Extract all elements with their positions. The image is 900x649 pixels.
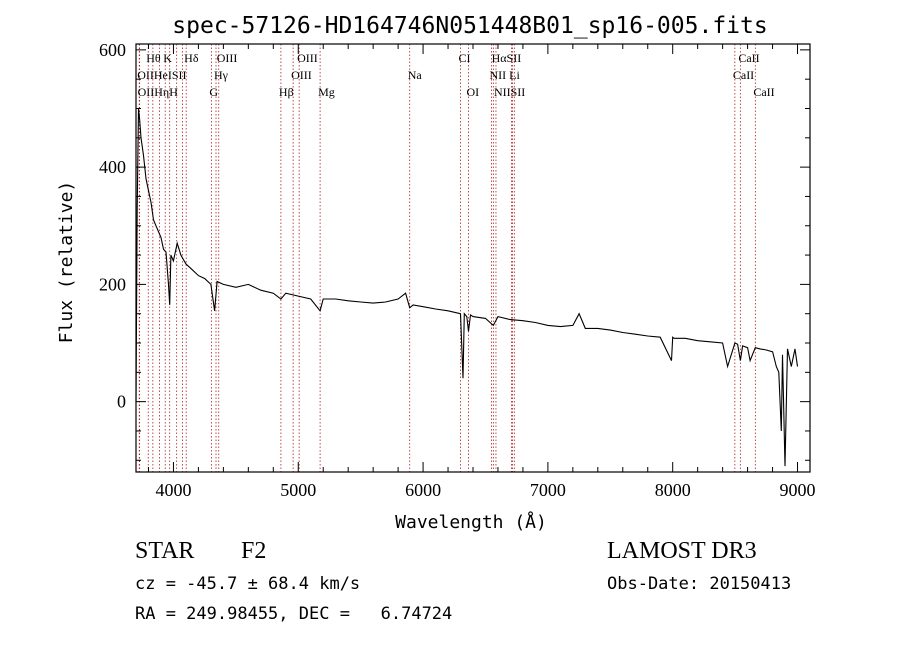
spectral-line-markers xyxy=(138,44,756,472)
y-tick-label: 0 xyxy=(117,392,126,412)
redshift-readout: cz = -45.7 ± 68.4 km/s xyxy=(135,574,361,594)
chart-title: spec-57126-HD164746N051448B01_sp16-005.f… xyxy=(172,13,767,39)
line-label: OIII xyxy=(297,51,318,65)
line-label: CI xyxy=(459,51,471,65)
observation-date: Obs-Date: 20150413 xyxy=(607,574,792,594)
line-label: HαSII xyxy=(492,51,522,65)
object-class: STAR xyxy=(135,538,195,564)
x-tick-label: 9000 xyxy=(780,480,816,500)
line-label: OI xyxy=(467,85,480,99)
line-label: Hγ xyxy=(214,68,229,82)
y-tick-label: 400 xyxy=(99,157,126,177)
y-axis-ticks: 0 200 400 600 xyxy=(99,40,810,461)
line-label: OIII xyxy=(217,51,238,65)
line-label: OIIHeISII xyxy=(137,68,186,82)
line-label: CaII xyxy=(753,85,774,99)
line-label: Hθ xyxy=(146,51,161,65)
line-label: K xyxy=(163,51,172,65)
line-label: OIII xyxy=(291,68,312,82)
x-axis-ticks: 4000 5000 6000 7000 8000 9000 xyxy=(147,44,816,500)
line-label: NIISII xyxy=(494,85,525,99)
survey-label: LAMOST DR3 xyxy=(607,538,757,564)
spectral-line-labels: Hθ K Hδ OIII OIII CI HαSII CaII OIIHeISII Hγ OIII N… xyxy=(137,51,774,99)
coordinates-readout: RA = 249.98455, DEC = 6.74724 xyxy=(135,604,453,624)
line-label: Hβ xyxy=(279,85,294,99)
y-axis-label: Flux (relative) xyxy=(56,181,77,344)
spectrum-chart: spec-57126-HD164746N051448B01_sp16-005.f… xyxy=(56,13,816,533)
x-tick-label: 8000 xyxy=(655,480,691,500)
line-label: Hδ xyxy=(184,51,199,65)
spectrum-line xyxy=(135,108,799,467)
y-tick-label: 600 xyxy=(99,40,126,60)
x-tick-label: 5000 xyxy=(280,480,316,500)
line-label: G xyxy=(209,85,218,99)
line-label: NII Li xyxy=(489,68,520,82)
line-label: CaII xyxy=(738,51,759,65)
line-label: OIIHηH xyxy=(138,85,179,99)
y-tick-label: 200 xyxy=(99,274,126,294)
x-tick-label: 4000 xyxy=(155,480,191,500)
x-axis-label: Wavelength (Å) xyxy=(395,511,547,533)
line-label: Na xyxy=(408,68,423,82)
object-subclass: F2 xyxy=(241,538,267,564)
x-tick-label: 6000 xyxy=(405,480,441,500)
plot-frame xyxy=(135,43,811,473)
line-label: Mg xyxy=(318,85,335,99)
x-tick-label: 7000 xyxy=(530,480,566,500)
line-label: CaII xyxy=(733,68,754,82)
